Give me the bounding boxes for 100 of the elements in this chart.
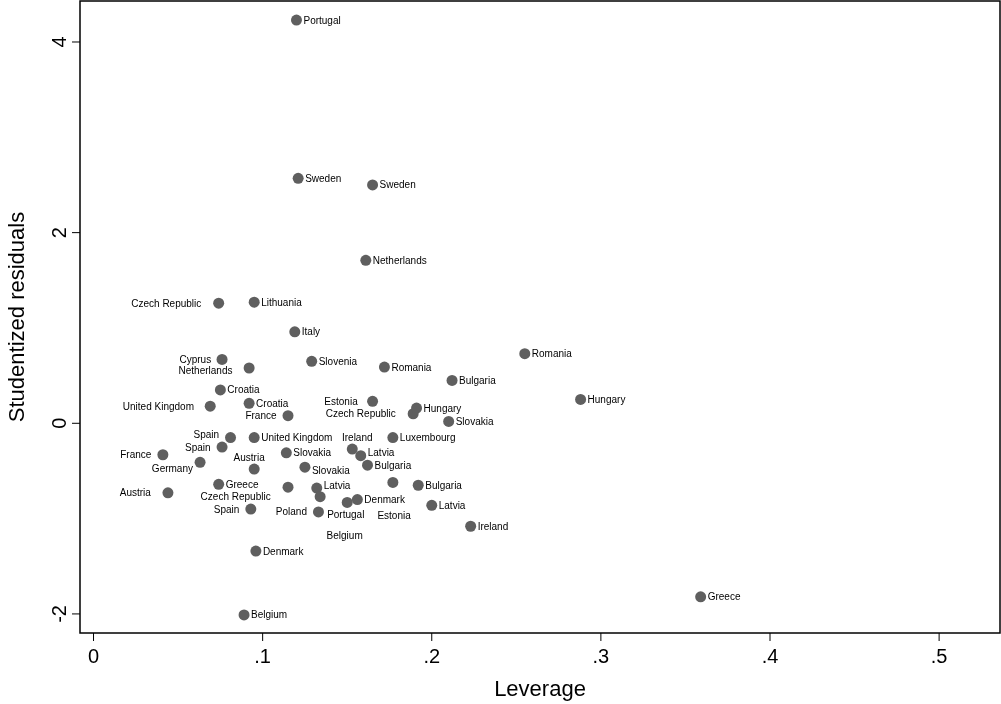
point <box>250 545 262 557</box>
point <box>299 461 311 473</box>
data-label: Latvia <box>367 447 395 459</box>
y-tick-label: 0 <box>48 417 70 429</box>
point <box>243 397 255 409</box>
data-label: Czech Republic <box>200 490 271 502</box>
y-tick-label: 4 <box>48 36 70 48</box>
point <box>362 459 373 471</box>
point <box>216 441 228 453</box>
point <box>575 393 587 405</box>
point <box>282 410 294 422</box>
x-tick-label: .2 <box>423 645 441 667</box>
point <box>695 591 707 603</box>
point <box>157 449 169 461</box>
data-label: Czech Republic <box>325 408 396 420</box>
point <box>341 496 353 508</box>
data-label: Spain <box>193 429 220 441</box>
point <box>289 326 301 338</box>
data-label: Slovenia <box>318 355 358 367</box>
point <box>243 362 255 374</box>
data-label: Austria <box>233 452 266 464</box>
data-label: France <box>120 449 152 461</box>
point <box>367 179 379 191</box>
data-label: Cyprus <box>179 353 212 365</box>
data-label: United Kingdom <box>261 432 333 444</box>
point <box>443 415 455 427</box>
point <box>378 361 390 373</box>
data-label: Estonia <box>324 395 359 407</box>
data-label: France <box>245 410 277 422</box>
point <box>387 432 399 444</box>
data-label: Sweden <box>305 172 342 184</box>
data-label: Hungary <box>423 402 462 414</box>
point <box>216 353 228 365</box>
data-label: Austria <box>119 487 152 499</box>
point <box>214 384 226 396</box>
point <box>213 478 225 490</box>
y-axis-title: Studentized residuals <box>4 211 29 423</box>
data-label: Bulgaria <box>459 374 497 386</box>
data-label: Ireland <box>341 432 373 444</box>
data-label: Lithuania <box>261 296 303 308</box>
point <box>346 443 358 455</box>
data-label: Slovakia <box>293 447 332 459</box>
point <box>519 348 531 360</box>
point <box>290 14 302 26</box>
x-axis-title: Leverage <box>494 676 586 701</box>
data-label: Portugal <box>303 14 341 26</box>
point <box>306 355 318 367</box>
point <box>245 503 257 515</box>
data-label: Ireland <box>477 520 509 532</box>
data-label: Slovakia <box>455 415 494 427</box>
x-tick-label: 0 <box>87 645 100 667</box>
data-label: Bulgaria <box>374 459 412 471</box>
data-label: Denmark <box>262 545 305 557</box>
data-label: Croatia <box>227 384 261 396</box>
point <box>292 172 304 184</box>
point <box>355 450 367 462</box>
data-label: United Kingdom <box>122 400 194 412</box>
point <box>314 491 326 503</box>
point <box>238 609 250 621</box>
data-label: Netherlands <box>178 365 233 377</box>
point <box>248 463 260 475</box>
y-tick-label: -2 <box>48 605 70 623</box>
data-label: Belgium <box>251 609 288 621</box>
data-label: Spain <box>213 503 240 515</box>
point <box>360 254 372 266</box>
data-label: Denmark <box>364 494 406 506</box>
x-tick-label: .3 <box>592 645 610 667</box>
data-label: Poland <box>275 506 307 518</box>
point <box>465 520 477 532</box>
point <box>412 479 424 491</box>
data-label: Luxembourg <box>399 432 456 444</box>
point <box>446 374 458 386</box>
x-tick-label: .5 <box>930 645 948 667</box>
point <box>248 296 260 308</box>
data-label: Greece <box>225 478 259 490</box>
point <box>367 395 379 407</box>
x-tick-label: .4 <box>761 645 779 667</box>
data-label: Hungary <box>587 393 626 405</box>
point <box>312 506 324 518</box>
data-label: Portugal <box>327 509 365 521</box>
data-label: Germany <box>151 462 193 474</box>
point <box>387 476 399 488</box>
point <box>225 432 237 444</box>
data-label: Bulgaria <box>425 479 463 491</box>
y-tick-label: 2 <box>48 227 70 239</box>
point <box>426 499 438 511</box>
data-label: Belgium <box>326 530 363 542</box>
point <box>194 456 206 468</box>
data-label: Netherlands <box>372 254 427 266</box>
point <box>351 494 363 506</box>
point <box>213 297 225 309</box>
point <box>204 400 216 412</box>
data-label: Spain <box>185 441 211 453</box>
point <box>248 432 260 444</box>
point <box>162 487 174 499</box>
data-label: Sweden <box>379 179 416 191</box>
point <box>280 447 292 459</box>
point <box>411 402 423 414</box>
data-label: Romania <box>391 361 432 373</box>
data-label: Czech Republic <box>131 297 202 309</box>
